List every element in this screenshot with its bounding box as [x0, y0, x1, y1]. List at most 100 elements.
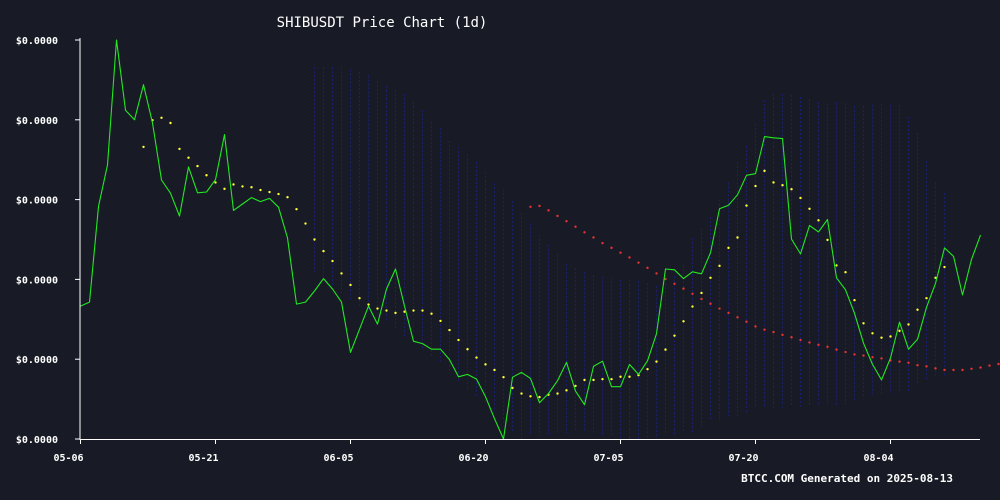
short-ma-point — [484, 363, 487, 366]
long-ma-point — [988, 364, 991, 367]
short-ma-point — [295, 207, 298, 211]
long-ma-point — [745, 320, 748, 323]
long-ma-point — [709, 302, 712, 305]
short-ma-point — [331, 259, 334, 263]
short-ma-point — [214, 181, 217, 184]
long-moving-average — [529, 204, 1000, 372]
short-ma-point — [745, 204, 748, 207]
long-ma-point — [691, 292, 694, 295]
long-ma-point — [934, 367, 937, 370]
long-ma-point — [997, 362, 1000, 366]
long-ma-point — [763, 328, 766, 331]
short-ma-point — [682, 320, 685, 323]
x-tick-label: 06-05 — [323, 453, 353, 464]
long-ma-point — [835, 348, 838, 351]
short-ma-point — [367, 303, 370, 306]
short-ma-point — [925, 296, 928, 300]
short-ma-point — [421, 309, 424, 312]
x-tick-label: 07-20 — [728, 453, 758, 464]
short-ma-point — [871, 332, 874, 335]
long-ma-point — [538, 204, 541, 208]
long-ma-point — [637, 261, 640, 264]
long-ma-point — [682, 287, 685, 290]
long-ma-point — [655, 272, 658, 275]
short-ma-point — [493, 368, 496, 372]
short-ma-point — [673, 334, 676, 337]
short-ma-point — [232, 183, 235, 186]
short-ma-point — [457, 338, 460, 342]
axes: $0.0000 $0.0000 $0.0000 $0.0000 $0.0000 $0.00… — [16, 36, 980, 464]
short-ma-point — [160, 116, 163, 120]
short-ma-point — [862, 322, 865, 325]
long-ma-point — [727, 311, 730, 315]
long-ma-point — [943, 368, 946, 372]
long-ma-point — [799, 338, 802, 342]
long-ma-point — [952, 368, 955, 372]
y-tick-label: $0.0000 — [16, 275, 58, 286]
long-ma-point — [556, 214, 559, 218]
short-ma-point — [727, 246, 730, 250]
short-ma-point — [385, 309, 388, 312]
short-ma-point — [178, 147, 181, 151]
short-ma-point — [448, 328, 451, 332]
long-ma-point — [862, 354, 865, 357]
y-tick-label: $0.0000 — [16, 355, 58, 366]
short-ma-point — [835, 264, 838, 267]
short-ma-point — [475, 356, 478, 359]
long-ma-point — [925, 365, 928, 368]
bollinger-bands — [314, 67, 945, 439]
short-ma-point — [736, 236, 739, 239]
long-ma-point — [664, 277, 667, 281]
short-ma-point — [916, 308, 919, 311]
x-tick-label: 06-20 — [458, 453, 488, 464]
short-ma-point — [826, 238, 829, 242]
short-ma-point — [520, 392, 523, 395]
long-ma-point — [979, 366, 982, 369]
short-ma-point — [412, 309, 415, 312]
short-ma-point — [205, 174, 208, 177]
short-ma-point — [691, 305, 694, 308]
short-ma-point — [610, 377, 613, 381]
long-ma-point — [565, 219, 568, 223]
long-ma-point — [700, 297, 703, 301]
short-ma-point — [142, 145, 145, 149]
x-tick-label: 05-06 — [53, 453, 83, 464]
short-ma-point — [376, 307, 379, 310]
short-ma-point — [340, 272, 343, 275]
short-ma-point — [250, 186, 253, 189]
price-line — [80, 39, 982, 440]
short-ma-point — [304, 222, 307, 225]
y-tick-label: $0.0000 — [16, 196, 58, 207]
long-ma-point — [547, 209, 550, 212]
long-ma-point — [970, 367, 973, 370]
short-ma-point — [268, 190, 271, 194]
short-ma-point — [628, 375, 631, 378]
long-ma-point — [817, 343, 820, 347]
short-ma-point — [754, 184, 757, 188]
long-ma-point — [808, 341, 811, 344]
short-ma-point — [853, 298, 856, 302]
short-ma-point — [169, 121, 172, 125]
short-ma-point — [466, 348, 469, 351]
short-ma-point — [187, 156, 190, 159]
long-ma-point — [916, 363, 919, 367]
short-ma-point — [637, 373, 640, 377]
short-ma-point — [259, 188, 262, 192]
short-ma-point — [394, 311, 397, 315]
long-ma-point — [718, 307, 721, 310]
short-ma-point — [907, 323, 910, 326]
long-ma-point — [583, 231, 586, 234]
short-ma-point — [619, 375, 622, 378]
short-ma-point — [502, 375, 505, 379]
short-ma-point — [934, 276, 937, 280]
x-tick-label: 07-05 — [593, 453, 623, 464]
long-ma-point — [592, 236, 595, 239]
long-ma-point — [736, 316, 739, 319]
short-ma-point — [844, 271, 847, 274]
short-ma-point — [349, 283, 352, 287]
long-ma-point — [628, 256, 631, 259]
long-ma-point — [898, 360, 901, 363]
short-ma-point — [898, 329, 901, 333]
y-tick-label: $0.0000 — [16, 36, 58, 47]
